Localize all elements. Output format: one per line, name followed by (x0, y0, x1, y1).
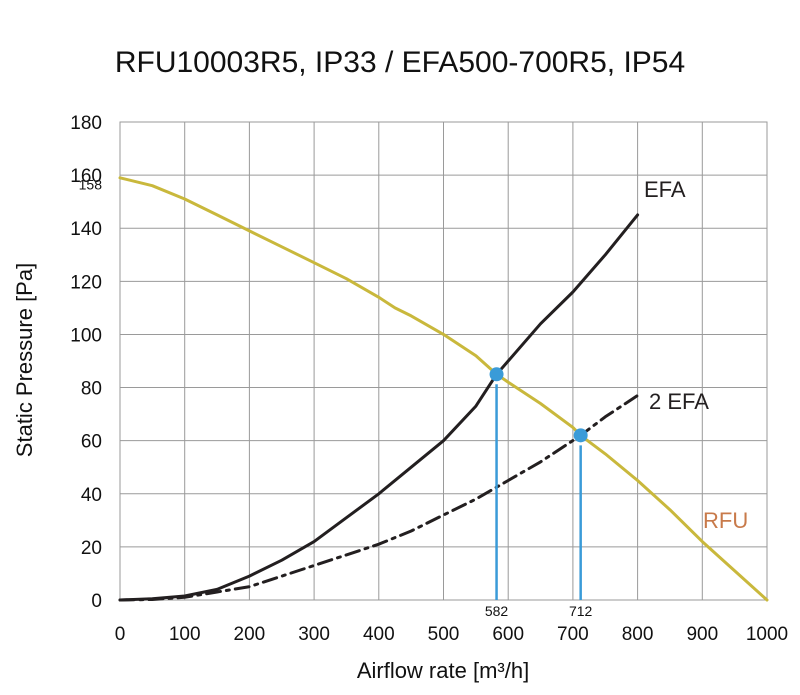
x-tick-label: 900 (686, 624, 718, 645)
y-tick-label: 140 (70, 219, 102, 240)
x-tick-label: 800 (622, 624, 654, 645)
y-tick-label: 80 (81, 379, 102, 400)
y-tick-label: 180 (70, 113, 102, 134)
series-line-efa (118, 213, 640, 602)
series-label-2-efa: 2 EFA (649, 389, 709, 414)
x-tick-label: 200 (234, 624, 266, 645)
operating-point-marker (489, 367, 504, 382)
x-tick-label: 600 (492, 624, 524, 645)
plot-frame (119, 121, 768, 601)
chart-title: RFU10003R5, IP33 / EFA500-700R5, IP54 (115, 46, 685, 79)
series-line-2-efa (118, 394, 640, 602)
y-tick-label: 40 (81, 485, 102, 506)
y-axis-title: Static Pressure [Pa] (12, 263, 37, 457)
y-tick-label: 100 (70, 325, 102, 346)
series-label-efa: EFA (644, 177, 686, 202)
operating-point-label: 582 (485, 603, 509, 619)
x-tick-label: 0 (115, 624, 126, 645)
operating-points: 582 712 (485, 367, 593, 619)
y-tick-label-extra: 158 (79, 176, 103, 192)
series-labels: RFU EFA 2 EFA (644, 177, 748, 533)
y-tick-label: 0 (91, 591, 102, 612)
series-line-rfu (118, 176, 769, 602)
tick-labels: 0 100 200 300 400 500 600 700 800 900 1000 0 20 40 60 8… (70, 113, 788, 645)
x-axis-title: Airflow rate [m³/h] (357, 658, 529, 683)
x-tick-label: 300 (298, 624, 330, 645)
x-tick-label: 400 (363, 624, 395, 645)
operating-point-marker (573, 428, 588, 443)
y-tick-label: 120 (70, 272, 102, 293)
y-tick-label: 20 (81, 538, 102, 559)
x-tick-label: 1000 (746, 624, 788, 645)
operating-point-label: 712 (569, 603, 593, 619)
y-tick-label: 160 (70, 166, 102, 187)
series-lines (118, 176, 769, 602)
x-tick-label: 500 (428, 624, 460, 645)
grid (119, 121, 768, 601)
series-label-rfu: RFU (703, 508, 748, 533)
y-tick-label: 60 (81, 432, 102, 453)
x-tick-label: 100 (169, 624, 201, 645)
x-tick-label: 700 (557, 624, 589, 645)
